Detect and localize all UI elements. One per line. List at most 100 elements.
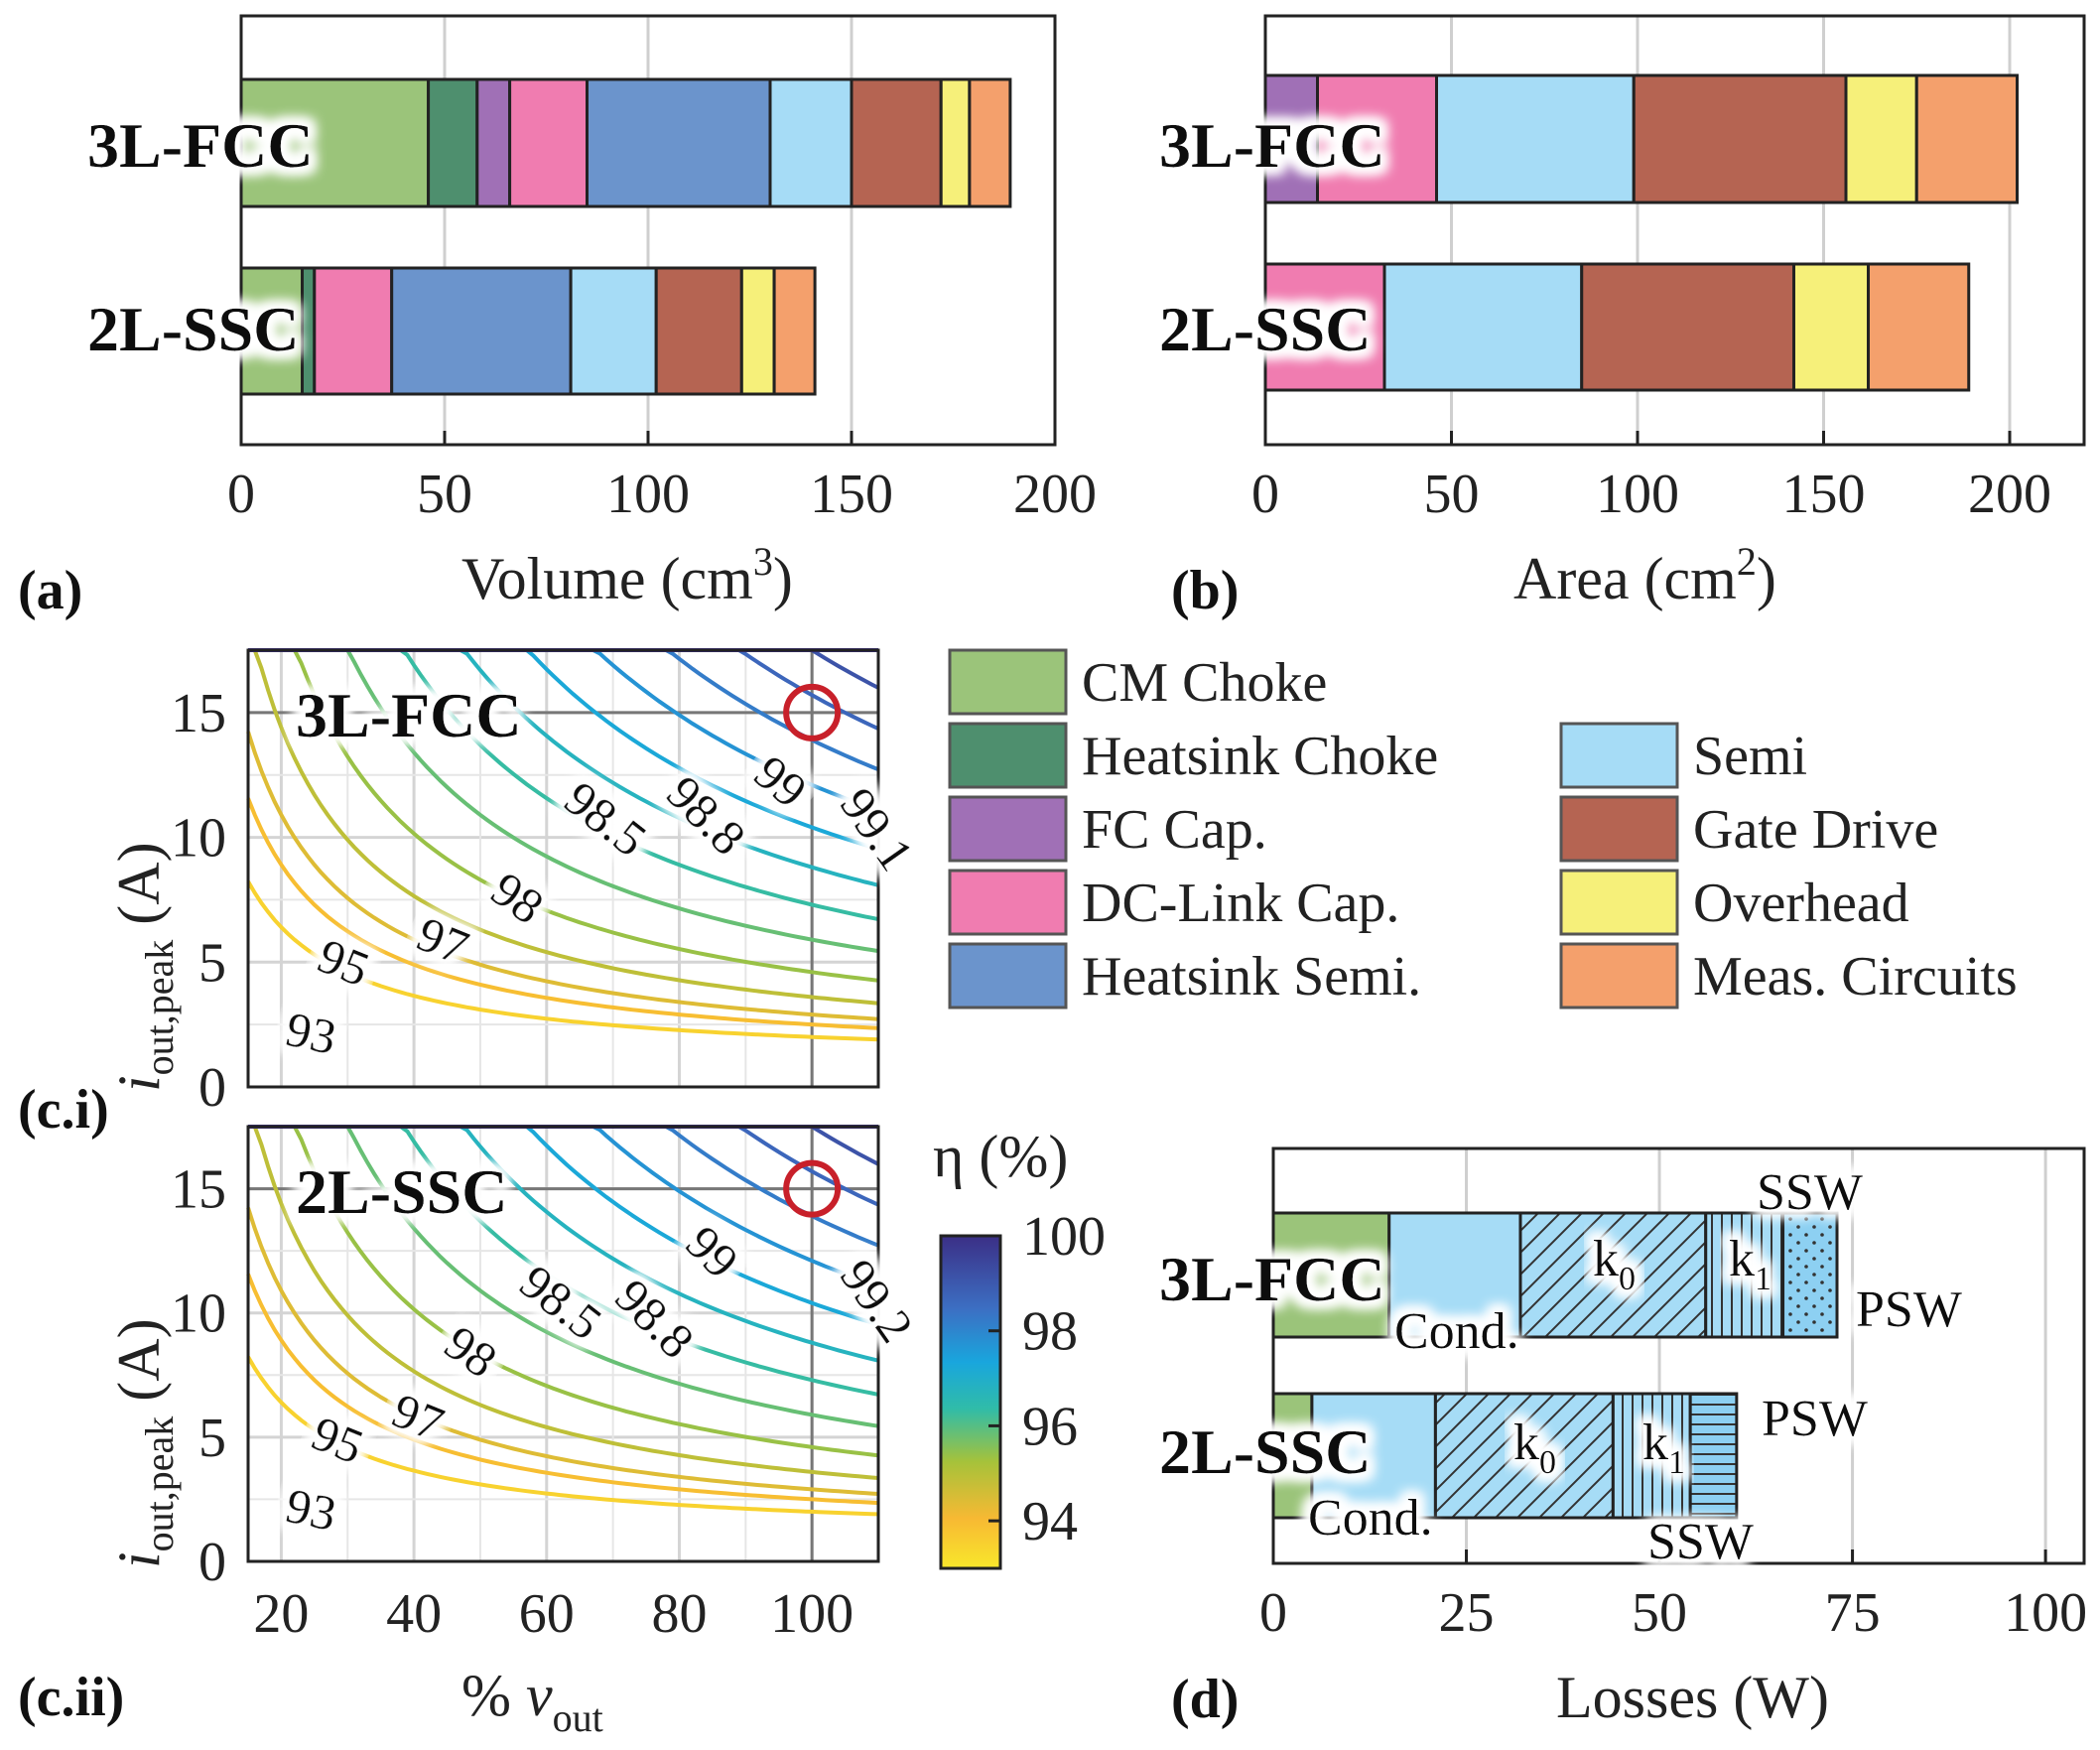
x-tick-label: 50 — [1632, 1582, 1687, 1644]
bar-segment-2l-ssc-semi — [569, 266, 658, 396]
legend-label-fc-cap: FC Cap. — [1082, 799, 1267, 861]
legend-label-heatsink-choke: Heatsink Choke — [1082, 726, 1438, 787]
x-axis-label: Losses (W) — [1556, 1665, 1829, 1730]
legend-swatch-meas-circuits — [1559, 942, 1679, 1010]
legend-label-semi: Semi — [1693, 726, 1807, 787]
bar-segment-2l-ssc-gate-drive — [654, 266, 743, 396]
k1-label-3l: k1 — [1729, 1231, 1772, 1297]
bar-segment-3l-fcc-overhead — [939, 77, 972, 208]
legend-swatch-dc-link-cap — [948, 869, 1068, 936]
x-tick-label: 0 — [1259, 1582, 1287, 1644]
legend-swatch-gate-drive — [1559, 795, 1679, 863]
x-tick-label: 100 — [1596, 464, 1679, 525]
y-tick-label: 15 — [171, 1159, 226, 1221]
panel-b-frame — [1263, 14, 2086, 447]
bar-segment-3l-fcc-meas-circuits — [1914, 73, 2019, 204]
legend-label-overhead: Overhead — [1693, 873, 1909, 934]
contour-line — [246, 1273, 879, 1506]
contour-line — [248, 1125, 879, 1428]
bar-label-3l-fcc: 3L-FCC — [1159, 1244, 1385, 1314]
k0-label-3l: k0 — [1593, 1231, 1636, 1297]
y-tick-label: 5 — [198, 1408, 226, 1469]
contour-label: 95 — [311, 927, 377, 998]
contour-line — [246, 731, 879, 1021]
bar-segment-3l-fcc-heatsink-semi — [586, 77, 772, 208]
bar-segment-2l-ssc-dc-link-cap — [1263, 262, 1386, 392]
panel-label-b: (b) — [1171, 560, 1239, 621]
contour-line — [248, 1125, 879, 1480]
legend-label-meas-circuits: Meas. Circuits — [1693, 946, 2018, 1008]
cond-label-3l: Cond. — [1394, 1303, 1519, 1360]
contour-label: 98 — [481, 861, 554, 935]
y-tick-label: 0 — [198, 1532, 226, 1593]
contour-label: 99.1 — [830, 777, 925, 880]
contour-title-3l-fcc: 3L-FCC — [296, 680, 522, 750]
bar-segment-2l-ssc-heatsink-semi — [390, 266, 573, 396]
bar-segment-3l-fcc-gate-drive — [1632, 73, 1848, 204]
x-tick-label: 200 — [1968, 464, 2051, 525]
x-tick-label: 100 — [2004, 1582, 2087, 1644]
contour-line — [246, 1207, 879, 1496]
contour-label: 98.5 — [555, 770, 657, 868]
x-tick-label: 200 — [1013, 464, 1097, 525]
legend-swatch-heatsink-semi — [948, 942, 1068, 1010]
contour-title-2l-ssc: 2L-SSC — [296, 1156, 507, 1227]
legend: CM Choke Heatsink Choke FC Cap. DC-Link Cap… — [948, 648, 2018, 1010]
bar-segment-2l-ssc-heatsink-choke — [301, 266, 317, 396]
panel-ci-frame — [246, 648, 880, 1089]
bar-segment-3l-fcc-k1 — [1704, 1211, 1785, 1339]
contour-line — [246, 1355, 879, 1517]
ssw-label-2l: SSW — [1647, 1514, 1754, 1570]
x-axis-label: Volume (cm3) — [461, 539, 793, 611]
colorbar-tick-label: 100 — [1022, 1206, 1106, 1268]
bar-segment-3l-fcc-cm-choke — [239, 77, 431, 208]
bar-segment-2l-ssc-cond — [1310, 1392, 1437, 1520]
y-tick-label: 5 — [198, 932, 226, 994]
x-tick-label: 100 — [606, 464, 690, 525]
x-tick-label: 150 — [1782, 464, 1866, 525]
contour-label: 98.8 — [604, 1268, 705, 1368]
contour-label: 93 — [281, 1001, 341, 1065]
x-tick-label: 75 — [1825, 1582, 1881, 1644]
bar-label-2l-ssc: 2L-SSC — [1159, 294, 1371, 364]
legend-label-heatsink-semi: Heatsink Semi. — [1082, 946, 1421, 1008]
bar-segment-3l-fcc-meas-circuits — [968, 77, 1012, 208]
bar-segment-2l-ssc-meas-circuits — [772, 266, 817, 396]
x-tick-label: 100 — [770, 1583, 853, 1645]
bar-segment-2l-ssc-dc-link-cap — [313, 266, 394, 396]
bar-segment-3l-fcc-semi — [1435, 73, 1636, 204]
contour-label: 98.5 — [510, 1254, 612, 1351]
contour-label: 93 — [281, 1477, 341, 1542]
legend-swatch-overhead — [1559, 869, 1679, 936]
y-tick-label: 15 — [171, 683, 226, 744]
panel-d-frame — [1271, 1146, 2086, 1565]
contour-label: 99.2 — [830, 1249, 925, 1352]
x-tick-label: 50 — [417, 464, 472, 525]
bar-segment-3l-fcc-fc-cap — [475, 77, 512, 208]
contour-line — [248, 1125, 879, 1458]
y-axis-label: iout,peak (A) — [106, 1318, 182, 1568]
legend-swatch-semi — [1559, 722, 1679, 789]
operating-point-marker — [783, 683, 842, 741]
colorbar — [939, 1234, 1002, 1570]
x-tick-label: 60 — [519, 1583, 575, 1645]
contour-label: 98 — [435, 1314, 507, 1389]
contour-line — [248, 648, 879, 983]
x-tick-label: 150 — [810, 464, 893, 525]
bar-label-3l-fcc: 3L-FCC — [1159, 110, 1385, 181]
bar-segment-2l-ssc-overhead — [739, 266, 776, 396]
bar-label-2l-ssc: 2L-SSC — [87, 294, 299, 364]
ssw-label-3l: SSW — [1757, 1164, 1863, 1221]
legend-swatch-heatsink-choke — [948, 722, 1068, 789]
bar-segment-2l-ssc-ssw — [1688, 1392, 1739, 1520]
x-tick-label: 25 — [1439, 1582, 1495, 1644]
legend-swatch-fc-cap — [948, 795, 1068, 863]
panel-b-area-chart: 0 50 100 150 200 3L-FCC 2L-SSC Area (cm2) (b… — [1159, 14, 2086, 621]
x-tick-label: 20 — [253, 1583, 309, 1645]
panel-d-losses-chart: 0 25 50 75 100 3L-FCC 2L-SSC Cond. Cond. k0 … — [1159, 1146, 2087, 1730]
colorbar-title: η (%) — [933, 1124, 1068, 1189]
y-tick-label: 10 — [171, 808, 226, 870]
bar-label-2l-ssc: 2L-SSC — [1159, 1416, 1371, 1487]
y-axis-label: iout,peak (A) — [106, 842, 182, 1092]
legend-label-gate-drive: Gate Drive — [1693, 799, 1938, 861]
